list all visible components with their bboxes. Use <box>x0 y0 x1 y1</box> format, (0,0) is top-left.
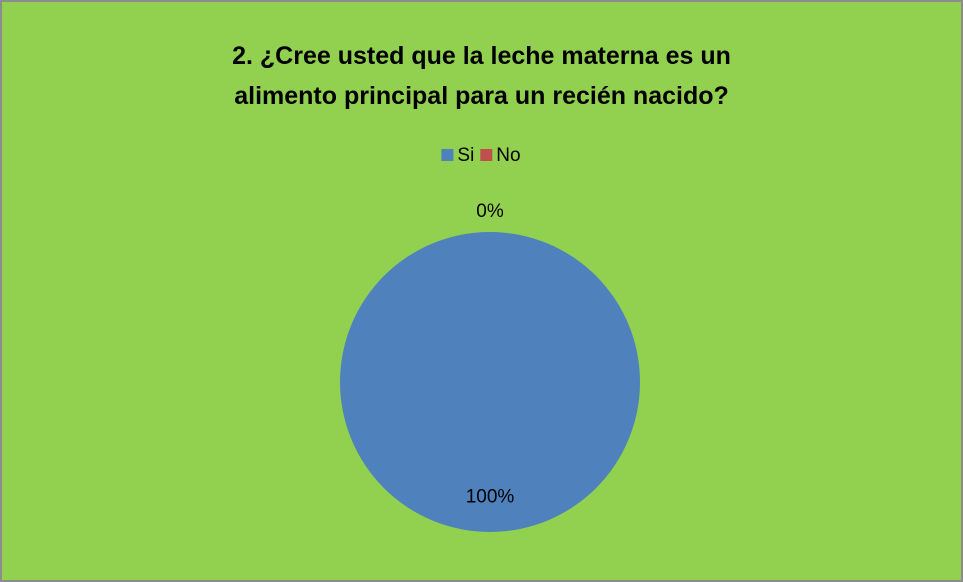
chart-title: 2. ¿Cree usted que la leche materna es u… <box>232 42 731 110</box>
legend-label: No <box>496 145 520 166</box>
legend-swatch <box>441 149 454 161</box>
legend-label: Si <box>457 145 474 166</box>
pie-slice <box>340 232 640 532</box>
data-label: 0% <box>476 201 504 222</box>
data-label: 100% <box>466 487 515 508</box>
legend-swatch <box>480 149 493 161</box>
